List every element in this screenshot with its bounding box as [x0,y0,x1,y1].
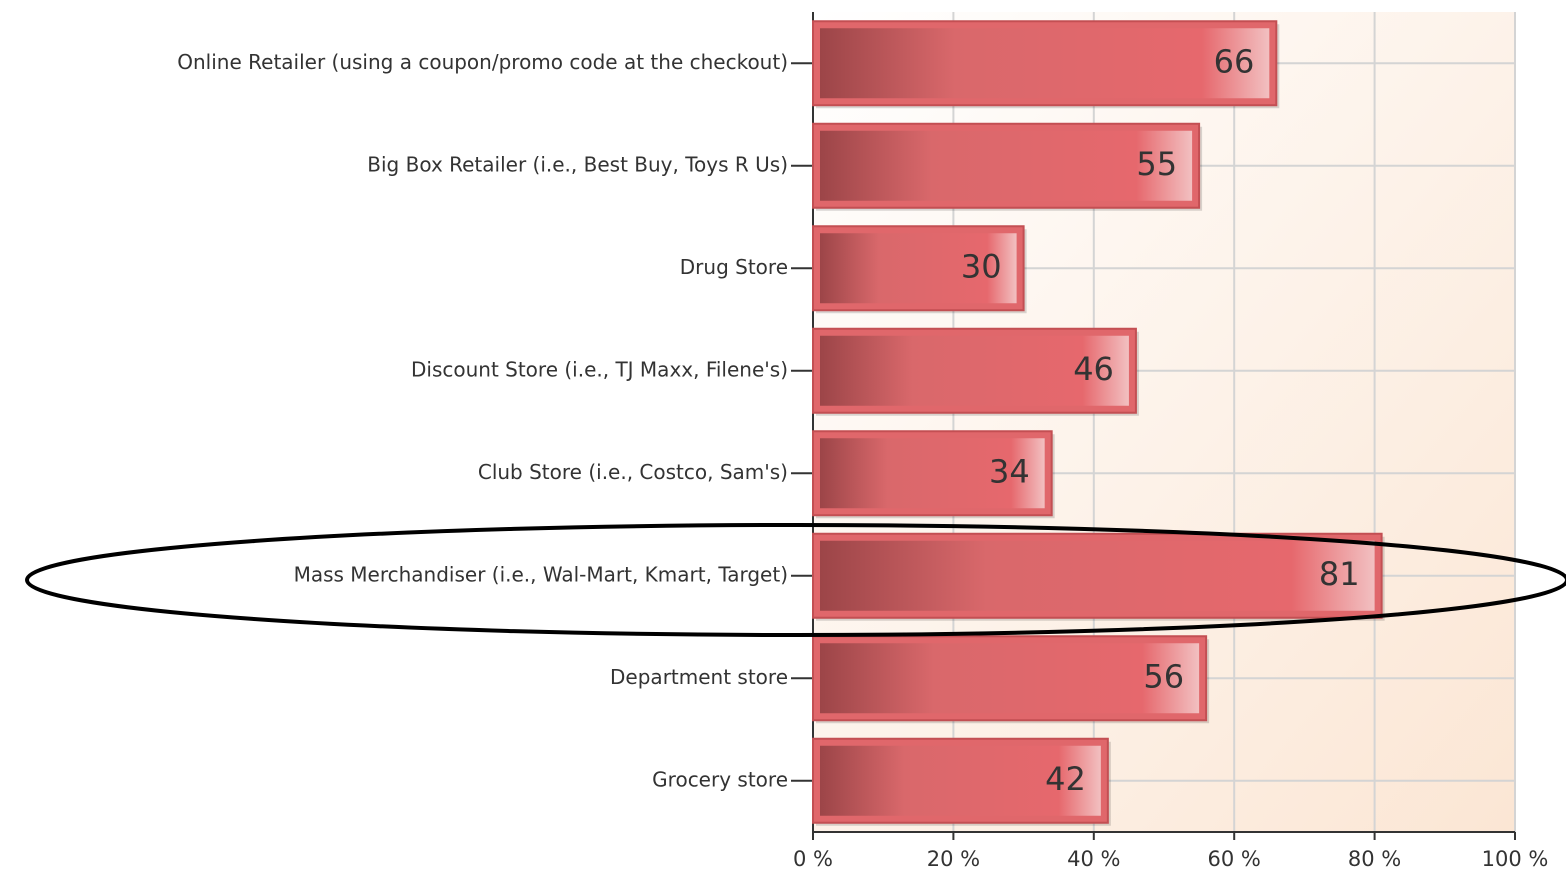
bar-face [820,540,1375,611]
y-tick-label: Mass Merchandiser (i.e., Wal-Mart, Kmart… [294,562,788,586]
x-tick-label: 40 % [1067,847,1120,871]
x-tick-label: 20 % [927,847,980,871]
bar-face [820,745,1101,816]
y-tick-label: Online Retailer (using a coupon/promo co… [177,50,788,74]
value-label: 56 [1143,657,1184,695]
value-label: 46 [1073,350,1114,388]
y-tick-label: Department store [610,665,788,689]
bar-face [820,438,1045,509]
value-label: 81 [1319,555,1360,593]
y-tick-label: Club Store (i.e., Costco, Sam's) [478,460,788,484]
x-tick-label: 60 % [1208,847,1261,871]
bar-face [820,335,1129,406]
value-label: 55 [1136,145,1177,183]
y-tick-label: Discount Store (i.e., TJ Maxx, Filene's) [411,357,788,381]
bar-face [820,643,1200,714]
y-tick-label: Drug Store [680,255,788,279]
bar-face [820,28,1270,99]
highlight-ellipse [25,523,1566,637]
bar-face [820,130,1193,201]
bar-face [820,233,1017,304]
value-label: 34 [989,452,1030,490]
value-label: 30 [961,247,1002,285]
value-label: 42 [1045,760,1086,798]
x-tick-label: 0 % [793,847,833,871]
x-tick-label: 80 % [1348,847,1401,871]
y-tick-label: Grocery store [652,767,788,791]
y-tick-label: Big Box Retailer (i.e., Best Buy, Toys R… [367,152,788,176]
plot: 0 % 20 % 40 % 60 % 80 % 100 % Online Retailer … [177,12,1548,871]
x-tick-label: 100 % [1482,847,1549,871]
value-label: 66 [1214,42,1255,80]
